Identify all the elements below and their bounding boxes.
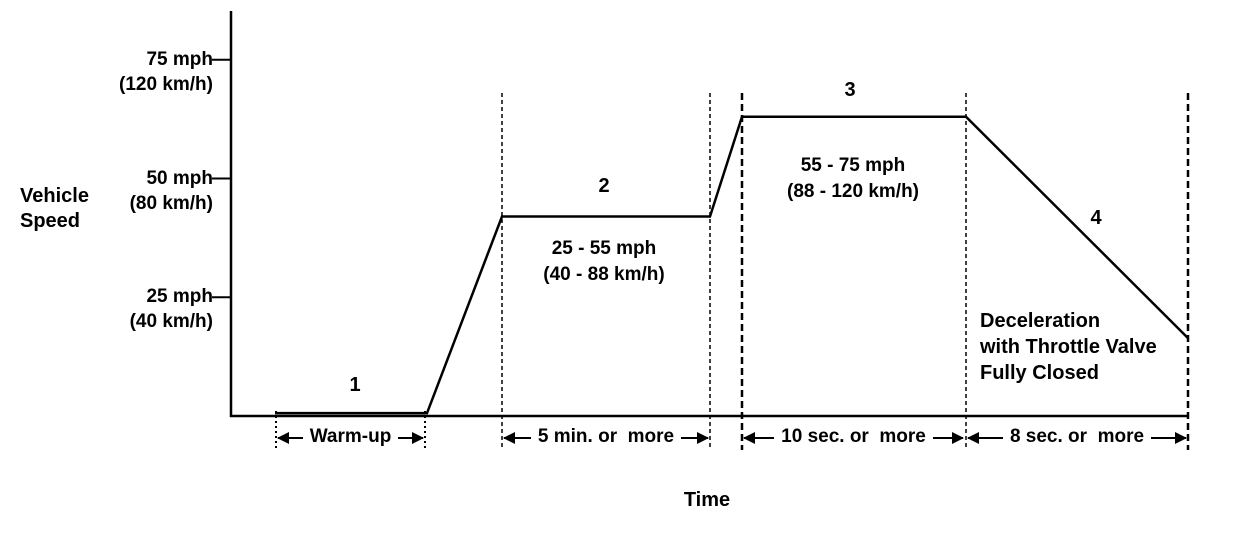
right-arrow-icon xyxy=(932,432,965,444)
duration-region: 8 sec. or more xyxy=(967,426,1187,449)
duration-region: 10 sec. or more xyxy=(742,426,965,449)
duration-label: 8 sec. or more xyxy=(1009,426,1145,447)
phase-number-2: 2 xyxy=(598,175,610,197)
speed-range-annotation: 25 - 55 mph (40 - 88 km/h) xyxy=(543,238,665,285)
vehicle-speed-curve xyxy=(275,115,1189,415)
y-tick-label: 75 mph (120 km/h) xyxy=(119,48,213,95)
duration-label: 5 min. or more xyxy=(537,426,675,447)
left-arrow-icon xyxy=(277,432,303,444)
x-axis-title: Time xyxy=(683,489,731,511)
speed-range-annotation: 55 - 75 mph (88 - 120 km/h) xyxy=(787,155,919,202)
phase-number-3: 3 xyxy=(844,79,856,101)
deceleration-note: Deceleration with Throttle Valve Fully C… xyxy=(980,310,1157,384)
y-axis-title: Vehicle Speed xyxy=(20,185,89,232)
left-arrow-icon xyxy=(503,432,531,444)
right-arrow-icon xyxy=(681,432,709,444)
y-tick-label: 25 mph (40 km/h) xyxy=(129,286,213,333)
right-arrow-icon xyxy=(398,432,424,444)
left-arrow-icon xyxy=(742,432,775,444)
phase-number-1: 1 xyxy=(349,374,361,396)
duration-region: Warm-up xyxy=(277,426,424,449)
duration-label: 10 sec. or more xyxy=(781,426,926,447)
right-arrow-icon xyxy=(1151,432,1187,444)
duration-label: Warm-up xyxy=(309,426,392,447)
duration-region: 5 min. or more xyxy=(503,426,709,449)
phase-number-4: 4 xyxy=(1090,207,1102,229)
left-arrow-icon xyxy=(967,432,1003,444)
y-tick-label: 50 mph (80 km/h) xyxy=(129,167,213,214)
